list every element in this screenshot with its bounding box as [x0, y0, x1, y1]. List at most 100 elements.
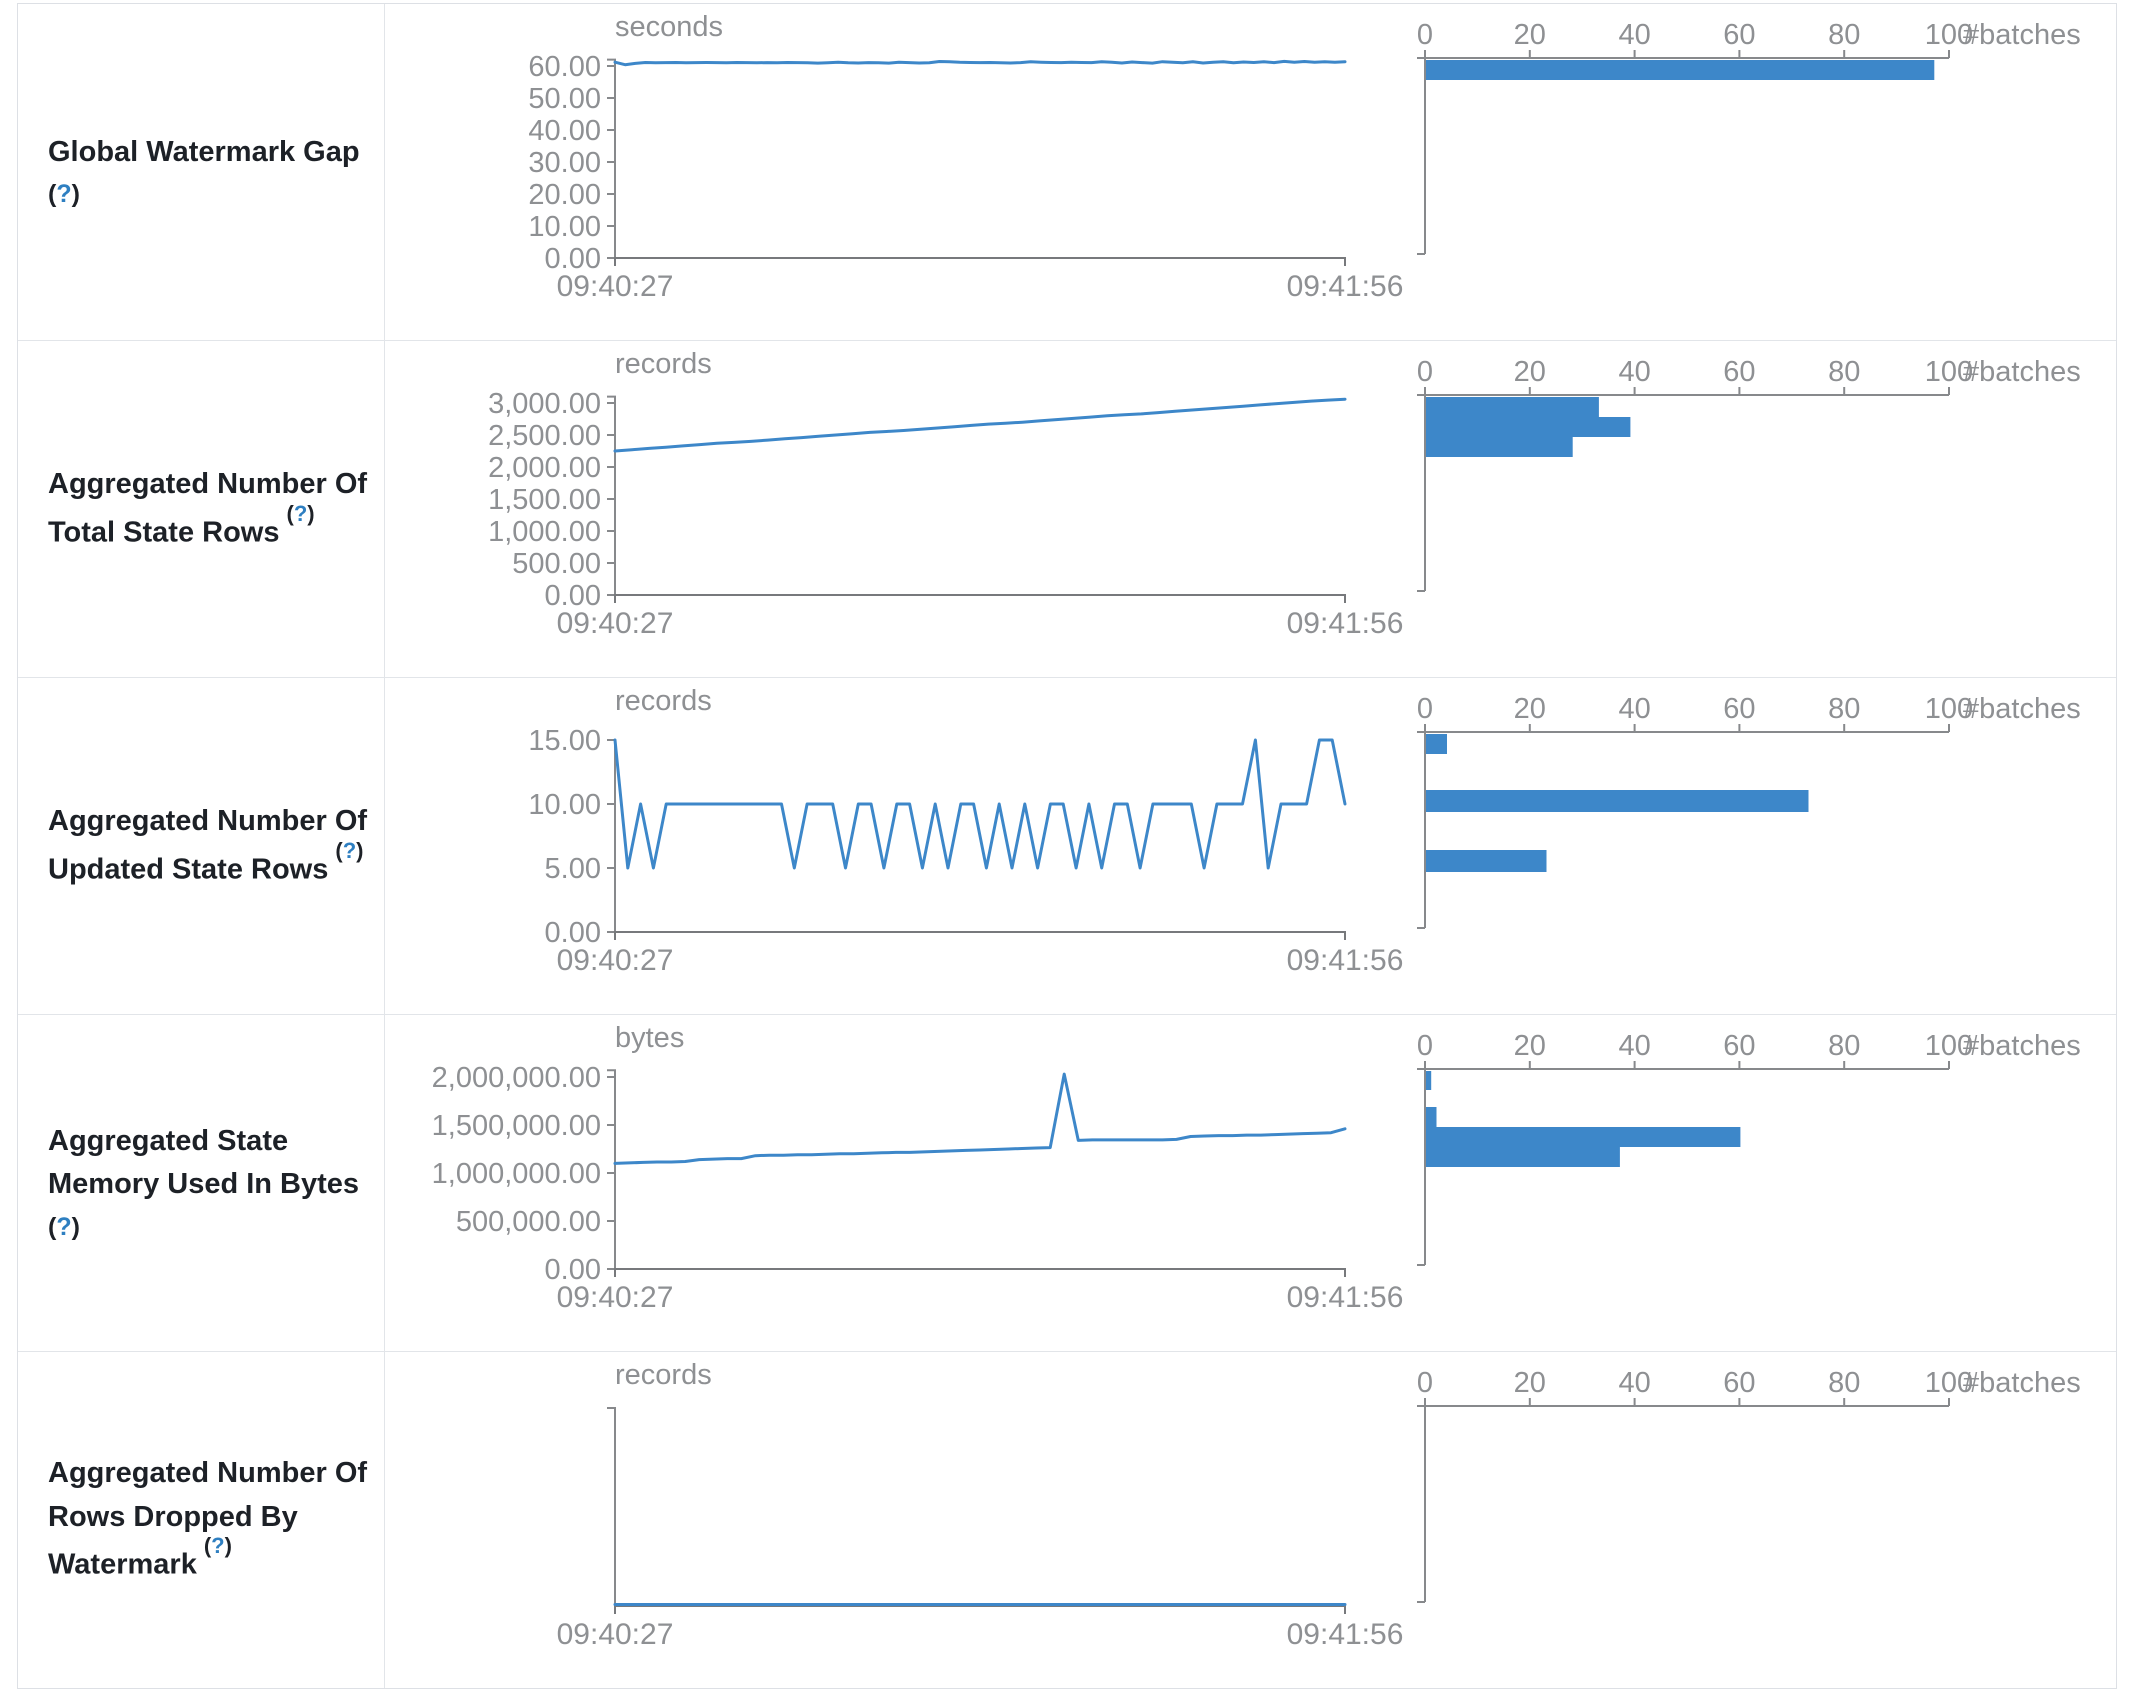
metric-label-cell: Aggregated State Memory Used In Bytes (?… [18, 1015, 385, 1351]
help-hint: (?) [286, 500, 315, 526]
histogram-bar [1426, 790, 1809, 812]
histogram-tick-label: 100 [1925, 356, 1973, 388]
y-tick-label: 1,000,000.00 [432, 1158, 601, 1190]
x-axis-end-label: 09:41:56 [1287, 944, 1404, 977]
x-axis-end-label: 09:41:56 [1287, 1281, 1404, 1314]
charts-cell: records 15.00 10.00 5.00 0.00 09:40:27 09:41:5… [385, 678, 2116, 1014]
y-tick-label: 3,000.00 [488, 388, 601, 420]
help-link[interactable]: ? [56, 180, 72, 208]
batches-axis-label: #batches [1963, 356, 2081, 388]
y-tick-label: 20.00 [528, 179, 601, 211]
histogram-tick-label: 100 [1925, 19, 1973, 51]
x-axis-start-label: 09:40:27 [557, 607, 674, 640]
histogram-tick-label: 60 [1723, 356, 1755, 388]
histogram-tick-label: 20 [1514, 1367, 1546, 1399]
histogram-bar [1426, 397, 1599, 417]
x-axis [614, 931, 1346, 940]
metric-label-cell: Global Watermark Gap (?) [18, 4, 385, 340]
histogram-bar [1426, 1107, 1437, 1127]
batches-axis-label: #batches [1963, 19, 2081, 51]
y-tick-label: 10.00 [528, 211, 601, 243]
histogram-tick-label: 40 [1618, 19, 1650, 51]
x-axis-start-label: 09:40:27 [557, 1618, 674, 1651]
x-axis-end-label: 09:41:56 [1287, 1618, 1404, 1651]
unit-label: records [615, 1359, 712, 1391]
y-tick-label: 1,000.00 [488, 516, 601, 548]
histogram-tick-label: 40 [1618, 1367, 1650, 1399]
y-tick-label: 30.00 [528, 147, 601, 179]
histogram-bar [1426, 1147, 1620, 1167]
y-tick-label: 0.00 [545, 243, 601, 275]
charts-cell: bytes 2,000,000.00 1,500,000.00 1,000,000.0… [385, 1015, 2116, 1351]
histogram-bar [1426, 60, 1935, 80]
histogram-bar [1426, 734, 1447, 754]
metric-title-text: Global Watermark Gap [48, 135, 360, 168]
histogram-tick-label: 20 [1514, 1030, 1546, 1062]
batches-axis-label: #batches [1963, 1030, 2081, 1062]
metric-title: Global Watermark Gap (?) [48, 131, 380, 214]
y-tick-label: 0.00 [545, 917, 601, 949]
histogram-left-spine [1417, 395, 1426, 592]
data-line [613, 59, 1347, 67]
metric-title-text: Aggregated State Memory Used In Bytes [48, 1124, 360, 1201]
metric-row-global-watermark-gap: Global Watermark Gap (?) seconds 60.00 50.… [18, 4, 2116, 340]
histogram-bar [1426, 437, 1573, 457]
x-axis-end-label: 09:41:56 [1287, 607, 1404, 640]
histogram-tick-label: 20 [1514, 693, 1546, 725]
metric-title-text: Aggregated Number Of Total State Rows [48, 468, 368, 549]
y-axis [607, 395, 616, 595]
timeline-and-histogram-chart: bytes 2,000,000.00 1,500,000.00 1,000,000.0… [432, 1022, 2081, 1314]
batches-axis-label: #batches [1963, 693, 2081, 725]
histogram-tick-label: 0 [1417, 1367, 1433, 1399]
metric-label-cell: Aggregated Number Of Updated State Rows(… [18, 678, 385, 1014]
charts-cell: seconds 60.00 50.00 40.00 30.00 20.00 10.00 0.0… [385, 4, 2116, 340]
x-axis-start-label: 09:40:27 [557, 270, 674, 303]
histogram-tick-label: 0 [1417, 19, 1433, 51]
histogram-tick-label: 80 [1828, 19, 1860, 51]
x-axis [614, 1268, 1346, 1277]
y-axis [607, 739, 616, 932]
y-tick-label: 0.00 [545, 1254, 601, 1286]
metric-title: Aggregated State Memory Used In Bytes (?… [48, 1120, 380, 1247]
unit-label: seconds [615, 11, 723, 43]
histogram-tick-label: 0 [1417, 356, 1433, 388]
histogram-left-spine [1417, 732, 1426, 929]
timeline-and-histogram-chart: seconds 60.0050.0040.0030.0020.0010.000.0… [528, 11, 2081, 303]
histogram-tick-label: 80 [1828, 356, 1860, 388]
data-line [613, 1072, 1347, 1165]
y-tick-label: 1,500,000.00 [432, 1110, 601, 1142]
help-hint: (?) [48, 1212, 80, 1241]
histogram-tick-label: 0 [1417, 693, 1433, 725]
x-axis [614, 1605, 1346, 1614]
histogram-tick-label: 80 [1828, 1030, 1860, 1062]
y-tick-label: 15.00 [528, 725, 601, 757]
help-link[interactable]: ? [293, 500, 308, 526]
histogram-tick-label: 80 [1828, 693, 1860, 725]
help-link[interactable]: ? [211, 1533, 225, 1559]
histogram-tick-label: 40 [1618, 693, 1650, 725]
metric-row-updated-state-rows: Aggregated Number Of Updated State Rows(… [18, 677, 2116, 1014]
metric-row-rows-dropped-by-watermark: Aggregated Number Of Rows Dropped By Wat… [18, 1351, 2116, 1688]
y-tick-label: 2,000.00 [488, 452, 601, 484]
y-tick-label: 2,500.00 [488, 420, 601, 452]
histogram-bar [1426, 417, 1631, 437]
metric-label-cell: Aggregated Number Of Rows Dropped By Wat… [18, 1352, 385, 1688]
batches-axis-label: #batches [1963, 1367, 2081, 1399]
histogram-tick-label: 20 [1514, 356, 1546, 388]
y-tick-label: 1,500.00 [488, 484, 601, 516]
metric-title-text: Aggregated Number Of Rows Dropped By Wat… [48, 1457, 368, 1582]
y-tick-label: 500,000.00 [456, 1206, 601, 1238]
data-line [613, 397, 1347, 453]
help-link[interactable]: ? [342, 837, 357, 863]
histogram-tick-label: 100 [1925, 693, 1973, 725]
y-axis [607, 1069, 616, 1269]
histogram-tick-label: 40 [1618, 1030, 1650, 1062]
metric-title: Aggregated Number Of Total State Rows(?) [48, 463, 380, 555]
metric-row-total-state-rows: Aggregated Number Of Total State Rows(?)… [18, 340, 2116, 677]
x-axis-start-label: 09:40:27 [557, 1281, 674, 1314]
y-axis [607, 58, 616, 258]
y-tick-label: 0.00 [545, 580, 601, 612]
help-link[interactable]: ? [56, 1212, 72, 1241]
histogram-bar [1426, 850, 1547, 872]
